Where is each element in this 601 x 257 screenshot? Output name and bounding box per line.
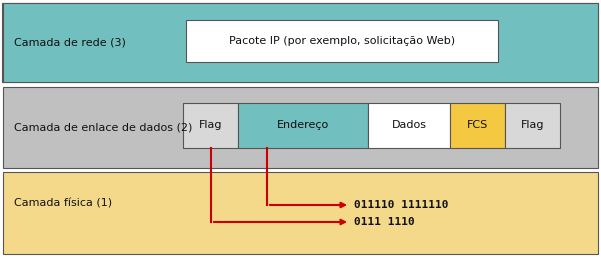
Text: Camada de enlace de dados (2): Camada de enlace de dados (2) [14,123,192,133]
Text: Camada física (1): Camada física (1) [14,198,112,208]
Text: 011110 1111110: 011110 1111110 [354,200,448,210]
Bar [186,20,498,62]
Text: Flag: Flag [520,121,545,131]
Text: FCS: FCS [467,121,488,131]
Bar [450,103,505,148]
Text: Camada de rede (3): Camada de rede (3) [14,38,126,48]
Bar [3,172,598,254]
Bar [2,3,598,82]
Bar [3,87,598,168]
Bar [368,103,450,148]
Bar [183,103,238,148]
Text: Flag: Flag [199,121,222,131]
Bar [505,103,560,148]
Bar [3,3,598,82]
Text: Endereço: Endereço [277,121,329,131]
Bar [238,103,368,148]
Text: 0111 1110: 0111 1110 [354,217,415,227]
Text: Pacote IP (por exemplo, solicitação Web): Pacote IP (por exemplo, solicitação Web) [229,36,455,46]
Text: Dados: Dados [391,121,427,131]
